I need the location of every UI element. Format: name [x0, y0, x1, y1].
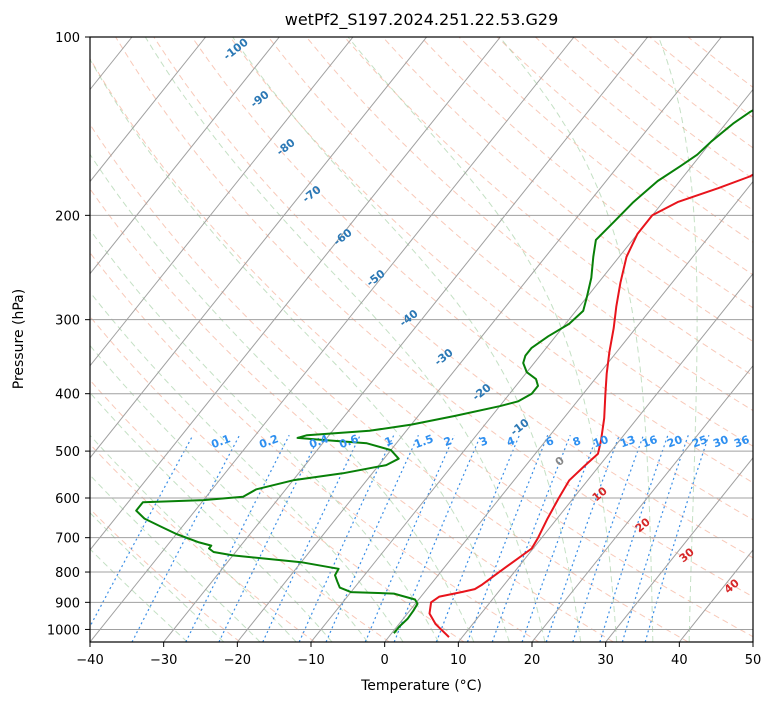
moist-adiabat — [500, 37, 653, 642]
dry-adiabat — [0, 37, 240, 642]
x-tick-label: 10 — [450, 653, 467, 668]
moist-adiabat-label: 40 — [722, 576, 742, 596]
isotherm-line — [0, 37, 206, 642]
x-tick-label: 30 — [597, 653, 614, 668]
dry-adiabat-label: -20 — [470, 381, 494, 404]
mixing-ratio-label: 25 — [690, 433, 709, 450]
isotherm-line — [0, 37, 279, 642]
x-tick-label: 40 — [671, 653, 688, 668]
y-axis-label: Pressure (hPa) — [11, 289, 27, 389]
y-tick-label: 300 — [55, 314, 80, 329]
dry-adiabat — [78, 37, 763, 642]
dry-adiabat — [0, 37, 389, 642]
dry-adiabat — [345, 37, 775, 642]
mixing-ratio-label: 0.6 — [337, 432, 360, 451]
moist-adiabat — [24, 37, 474, 642]
dry-adiabat-label: -70 — [300, 183, 324, 206]
y-tick-label: 200 — [55, 209, 80, 224]
isotherm-line — [385, 37, 775, 642]
mixing-ratio-label: 2 — [442, 434, 454, 449]
mixing-ratio-line — [132, 435, 240, 642]
dry-adiabat — [383, 37, 775, 642]
dry-adiabat — [574, 37, 775, 642]
x-tick-label: 20 — [524, 653, 541, 668]
chart-title: wetPf2_S197.2024.251.22.53.G29 — [90, 10, 753, 29]
mixing-ratio-label: 20 — [665, 433, 684, 451]
dry-adiabat — [268, 37, 775, 642]
isotherm-line — [532, 37, 775, 642]
moist-adiabat — [0, 209, 187, 642]
mixing-ratio-label: 30 — [711, 433, 730, 451]
dry-adiabat — [688, 37, 775, 642]
mixing-ratio-line — [326, 435, 418, 642]
y-tick-label: 700 — [55, 532, 80, 547]
dewpoint-profile-line — [136, 37, 775, 633]
moist-adiabat — [0, 150, 296, 642]
y-tick-label: 100 — [55, 31, 80, 46]
y-tick-label: 1000 — [47, 623, 80, 638]
y-tick-label: 800 — [55, 566, 80, 581]
mixing-ratio-label: 0.1 — [209, 432, 232, 451]
x-tick-label: 0 — [381, 653, 389, 668]
mixing-ratio-label: 0.2 — [257, 432, 280, 451]
isotherm-line — [237, 37, 721, 642]
moist-adiabat — [145, 37, 545, 642]
y-tick-label: 500 — [55, 445, 80, 460]
mixing-ratio-label: 3 — [478, 434, 490, 449]
moist-adiabat — [0, 73, 403, 642]
mixing-ratio-label: 8 — [571, 434, 583, 449]
dry-adiabat — [1, 37, 613, 642]
background-lines — [0, 37, 775, 642]
x-tick-label: 50 — [745, 653, 762, 668]
mixing-ratio-label: 6 — [544, 434, 556, 449]
mixing-ratio-line — [645, 435, 709, 642]
moist-adiabat — [78, 37, 510, 642]
x-tick-label: −30 — [150, 653, 177, 668]
dry-adiabat-label: -90 — [248, 88, 272, 111]
isotherm-line — [16, 37, 500, 642]
y-tick-label: 600 — [55, 492, 80, 507]
isotherm-line — [164, 37, 648, 642]
x-tick-label: −20 — [224, 653, 251, 668]
dry-adiabat-label: -40 — [397, 307, 421, 330]
dry-adiabat — [650, 37, 775, 642]
x-axis-label: Temperature (°C) — [90, 678, 753, 694]
mixing-ratio-label: 1.5 — [412, 432, 435, 451]
x-tick-label: −40 — [76, 653, 103, 668]
isotherm-line — [0, 37, 58, 642]
y-tick-label: 900 — [55, 596, 80, 611]
dry-adiabat — [0, 37, 315, 642]
plot-frame — [90, 37, 753, 642]
moist-adiabat — [348, 37, 617, 642]
moist-adiabat-label: 30 — [677, 545, 697, 565]
y-tick-label: 400 — [55, 388, 80, 403]
dry-adiabat-label: -80 — [274, 136, 298, 159]
dry-adiabat — [0, 37, 539, 642]
dry-adiabat — [39, 37, 688, 642]
moist-adiabat-label: 0 — [553, 454, 567, 469]
dry-adiabat-label: -60 — [331, 226, 355, 249]
mixing-ratio-label: 16 — [640, 433, 659, 451]
isotherm-line — [753, 37, 775, 642]
mixing-ratio-label: 10 — [591, 433, 610, 451]
x-tick-label: −10 — [297, 653, 324, 668]
dry-adiabat-label: -30 — [432, 346, 456, 369]
dry-adiabat — [535, 37, 775, 642]
